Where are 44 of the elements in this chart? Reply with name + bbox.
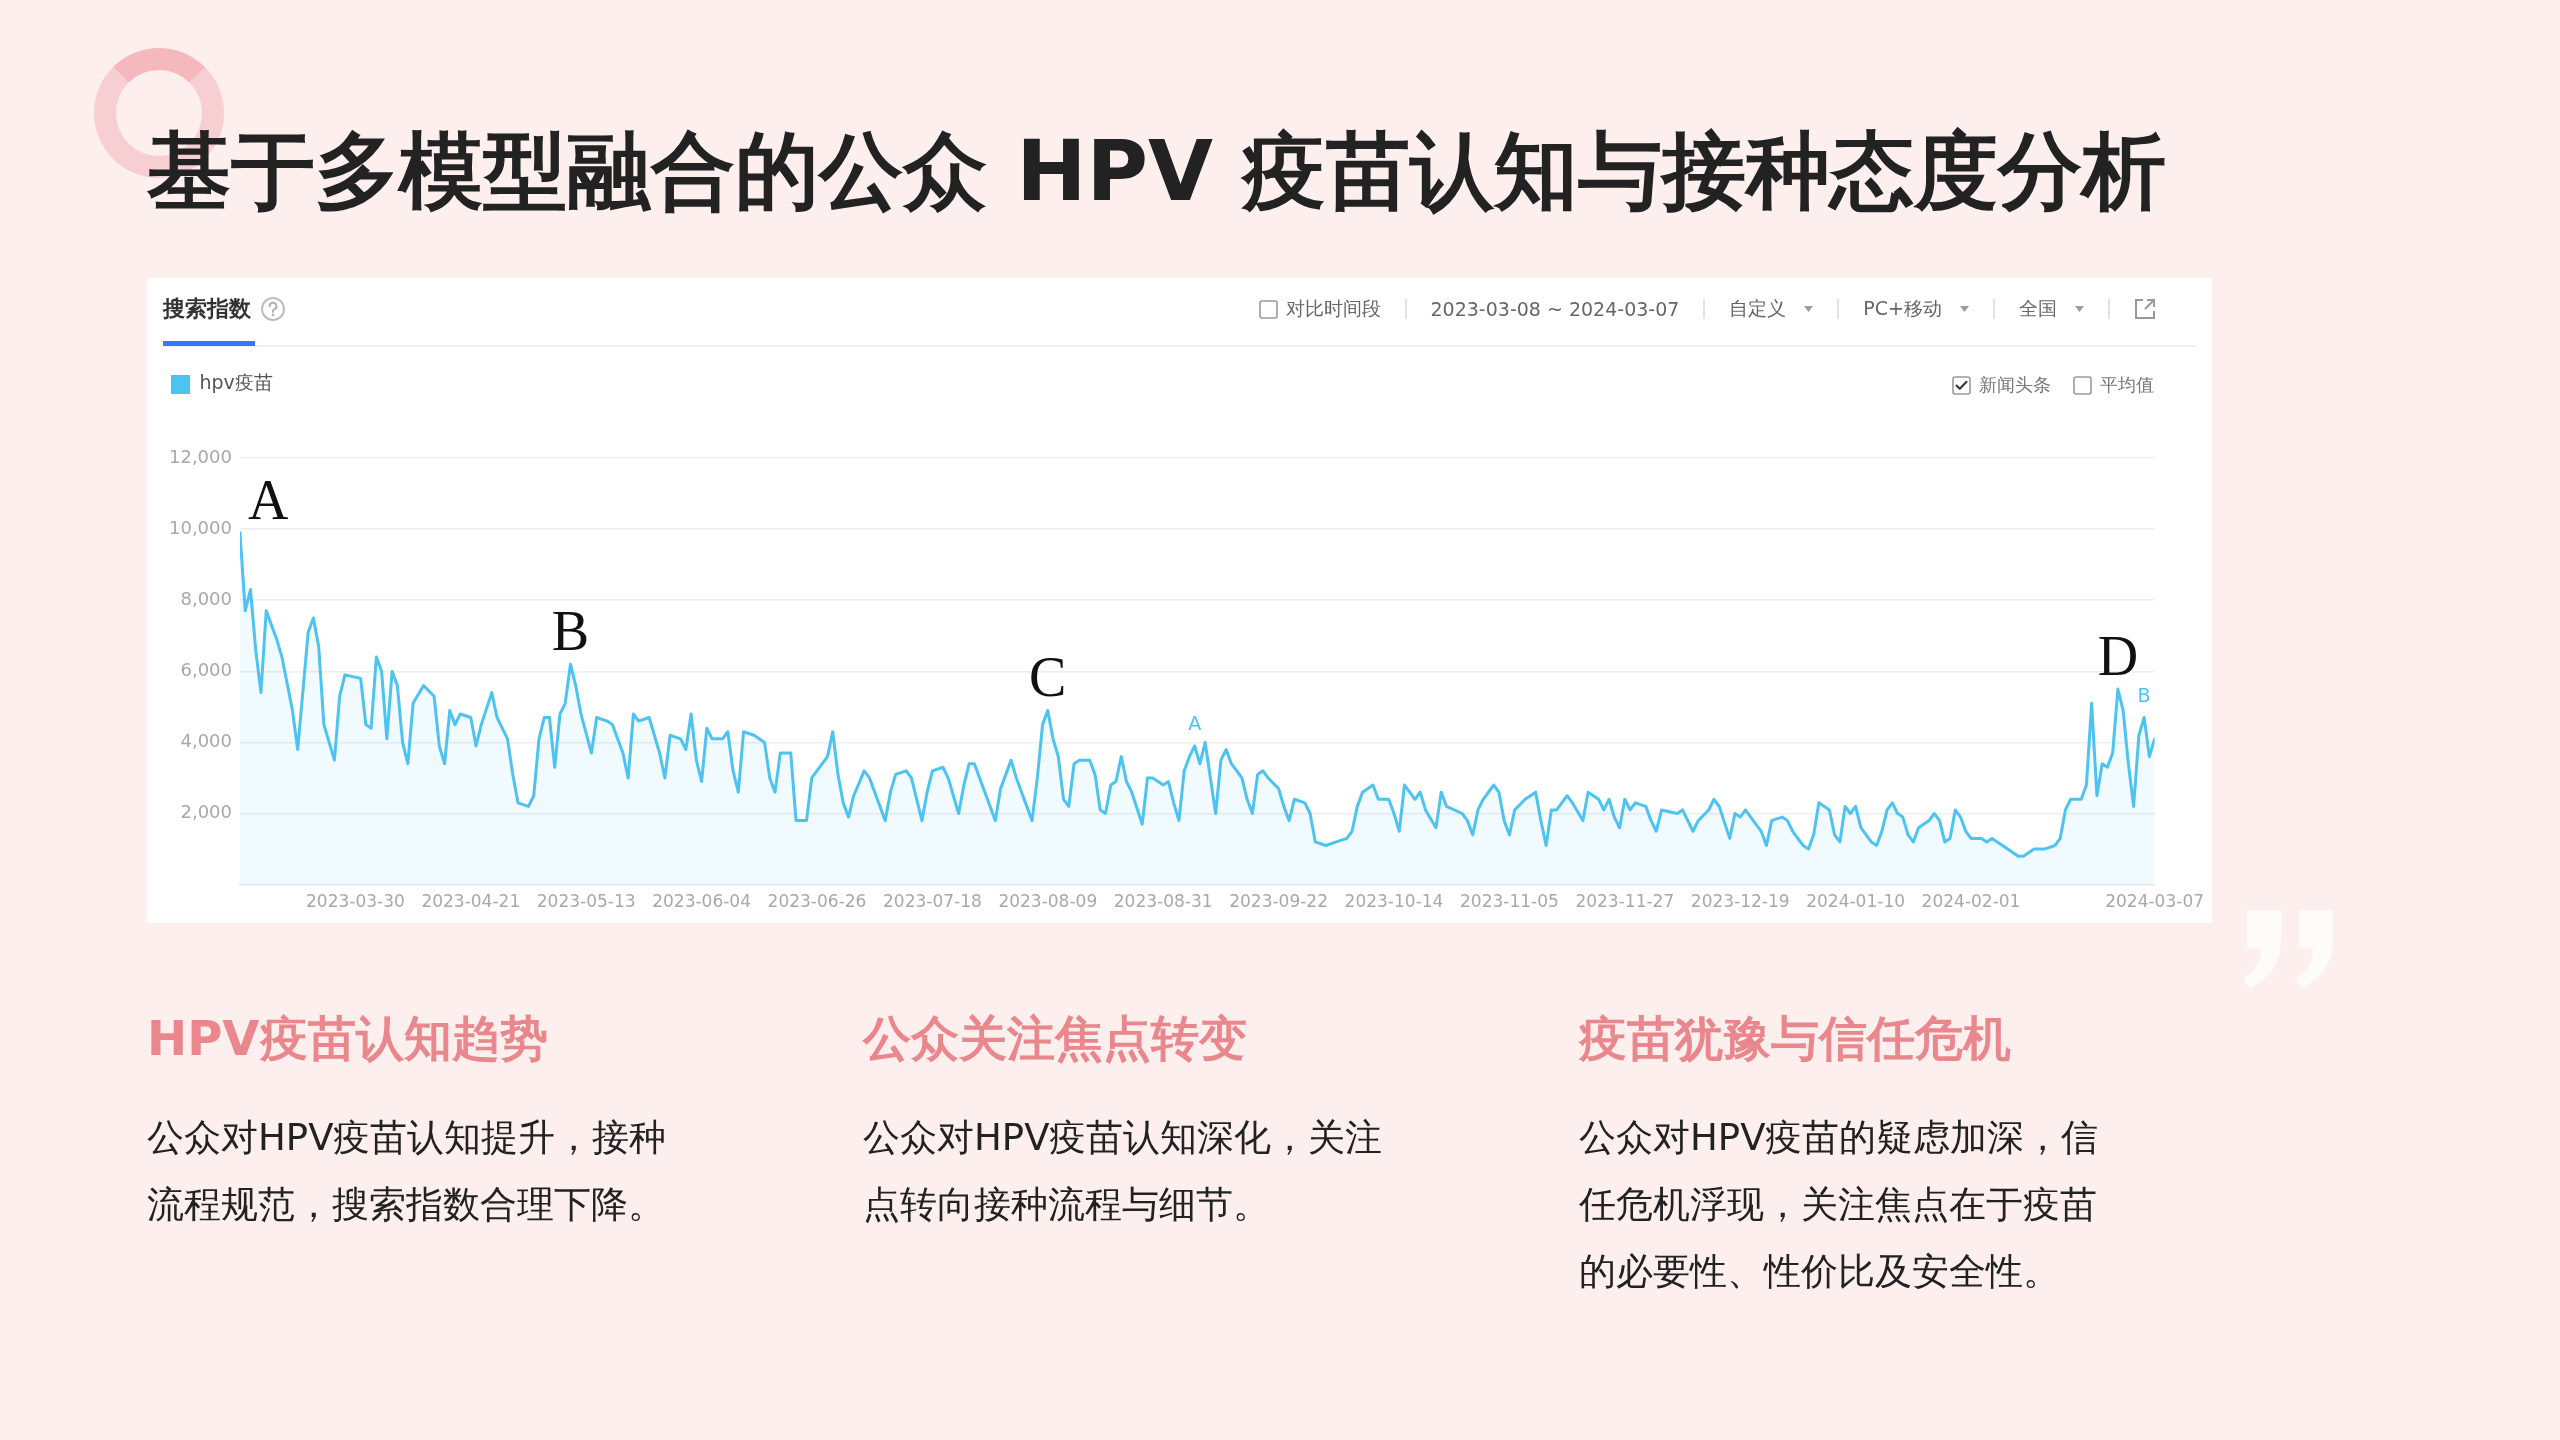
y-tick-label: 4,000 (180, 730, 232, 752)
text: 公众关注焦点转变 (863, 1009, 1248, 1068)
y-tick-label: 6,000 (180, 658, 232, 680)
x-tick-label: 2023-06-26 (767, 891, 867, 912)
annotation: B (551, 600, 590, 663)
x-tick-label: 2024-03-07 (2105, 891, 2204, 912)
text: 搜索指数 (163, 295, 251, 323)
y-tick-label: 12,000 (169, 445, 232, 467)
x-tick-label: 2023-07-18 (882, 891, 982, 912)
annotation: D (2097, 625, 2139, 688)
x-tick-label: 2023-08-09 (998, 891, 1098, 912)
x-tick-label: 2023-09-22 (1229, 891, 1328, 912)
annotation: C (1029, 646, 1067, 709)
annotation: A (1188, 711, 1202, 734)
y-tick-label: 8,000 (180, 587, 232, 609)
text: 对比时间段 (1285, 296, 1381, 321)
text: 公众对HPV疫苗的疑虑加深，信任危机浮现，关注焦点在于疫苗的必要性、性价比及安全性。 (1579, 1115, 2100, 1295)
text: 全国 (2019, 296, 2057, 321)
y-tick-label: 2,000 (180, 801, 232, 823)
x-tick-label: 2023-06-04 (652, 891, 751, 912)
text: PC+移动 (1863, 296, 1942, 321)
x-tick-label: 2023-08-31 (1113, 891, 1213, 912)
annotation: B (2137, 683, 2151, 706)
x-tick-label: 2024-02-01 (1921, 891, 2021, 912)
text: 新闻头条 (1979, 373, 2051, 397)
y-tick-label: 10,000 (169, 516, 232, 538)
text: 公众对HPV疫苗认知提升，接种流程规范，搜索指数合理下降。 (147, 1115, 668, 1228)
x-tick-label: 2024-01-10 (1806, 891, 1906, 912)
x-tick-label: 2023-03-30 (305, 891, 405, 912)
x-tick-label: 2023-04-21 (421, 891, 521, 912)
chart-title: 基于多模型融合的公众 HPV 疫苗认知与接种态度分析 (147, 121, 2167, 222)
text: 2023-03-08 ~ 2024-03-07 (1430, 298, 1680, 320)
x-tick-label: 2023-12-19 (1690, 891, 1790, 912)
legend-label: hpv疫苗 (199, 371, 273, 394)
x-tick-label: 2023-10-14 (1344, 891, 1444, 912)
x-tick-label: 2023-05-13 (536, 891, 636, 912)
text: 平均值 (2100, 373, 2154, 397)
text: HPV疫苗认知趋势 (147, 1009, 549, 1068)
text: 自定义 (1729, 296, 1787, 321)
x-tick-label: 2023-11-05 (1460, 891, 1559, 912)
x-tick-label: 2023-11-27 (1575, 891, 1675, 912)
annotation: A (247, 468, 289, 531)
text: 公众对HPV疫苗认知深化，关注点转向接种流程与细节。 (863, 1115, 1384, 1228)
text: 疫苗犹豫与信任危机 (1579, 1009, 2012, 1068)
